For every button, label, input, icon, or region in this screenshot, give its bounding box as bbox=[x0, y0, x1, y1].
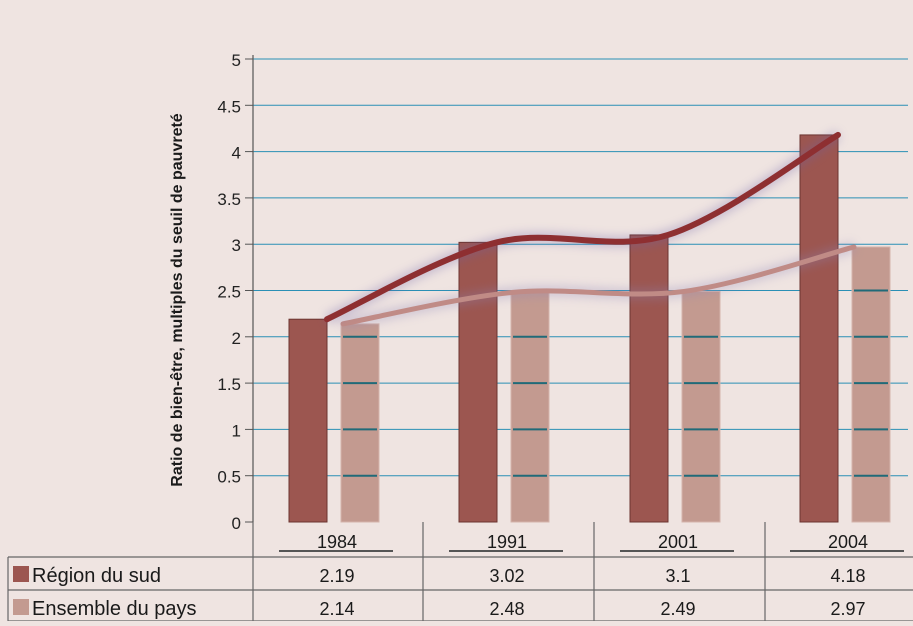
x-tick-label: 1991 bbox=[487, 532, 527, 552]
bar-region-du-sud-2004 bbox=[799, 134, 839, 523]
data-label: 2.97 bbox=[830, 599, 865, 619]
bar-region-du-sud-2001 bbox=[629, 234, 669, 523]
legend-swatch-region-du-sud bbox=[13, 566, 29, 582]
y-tick-label: 0 bbox=[232, 514, 241, 533]
data-table: 1984 1991 2001 2004 Région du sud 2.19 3.02 3.1… bbox=[7, 522, 913, 622]
trend-line-region-du-sud bbox=[324, 131, 841, 323]
y-tick-label: 2 bbox=[232, 329, 241, 348]
bar-ensemble-du-pays-1984 bbox=[340, 323, 380, 523]
x-tick-label: 2004 bbox=[828, 532, 868, 552]
y-tick-label: 2.5 bbox=[217, 283, 241, 302]
legend-label: Ensemble du pays bbox=[32, 598, 197, 620]
y-tick-label: 3 bbox=[232, 236, 241, 255]
legend-label: Région du sud bbox=[32, 565, 161, 587]
bar-ensemble-du-pays-2001 bbox=[681, 290, 721, 523]
trend-glow bbox=[342, 242, 856, 329]
bar-ensemble-du-pays-1991 bbox=[510, 291, 550, 523]
trend-lines bbox=[324, 130, 857, 329]
legend-swatch-ensemble-du-pays bbox=[13, 599, 29, 615]
data-label: 4.18 bbox=[830, 566, 865, 586]
trend-line-ensemble-du-pays bbox=[340, 244, 857, 327]
data-label: 2.14 bbox=[319, 599, 354, 619]
y-tick-label: 4.5 bbox=[217, 97, 241, 116]
x-tick-label: 1984 bbox=[317, 532, 357, 552]
x-tick-label: 2001 bbox=[658, 532, 698, 552]
y-tick-label: 3.5 bbox=[217, 190, 241, 209]
y-tick-label: 5 bbox=[232, 51, 241, 70]
data-label: 2.49 bbox=[660, 599, 695, 619]
bar-region-du-sud-1991 bbox=[458, 241, 498, 523]
bar-region-du-sud-1984 bbox=[288, 318, 328, 523]
data-label: 3.02 bbox=[489, 566, 524, 586]
data-label: 2.19 bbox=[319, 566, 354, 586]
bars bbox=[288, 134, 891, 523]
data-label: 2.48 bbox=[489, 599, 524, 619]
y-axis: 0 0.5 1 1.5 2 2.5 3 3.5 4 4.5 5 bbox=[217, 51, 254, 533]
bar-ensemble-du-pays-2004 bbox=[851, 246, 891, 523]
y-tick-label: 0.5 bbox=[217, 468, 241, 487]
y-tick-label: 4 bbox=[232, 144, 241, 163]
y-axis-label: Ratio de bien-être, multiples du seuil d… bbox=[169, 113, 186, 487]
data-label: 3.1 bbox=[665, 566, 690, 586]
y-tick-label: 1 bbox=[232, 421, 241, 440]
y-tick-label: 1.5 bbox=[217, 375, 241, 394]
